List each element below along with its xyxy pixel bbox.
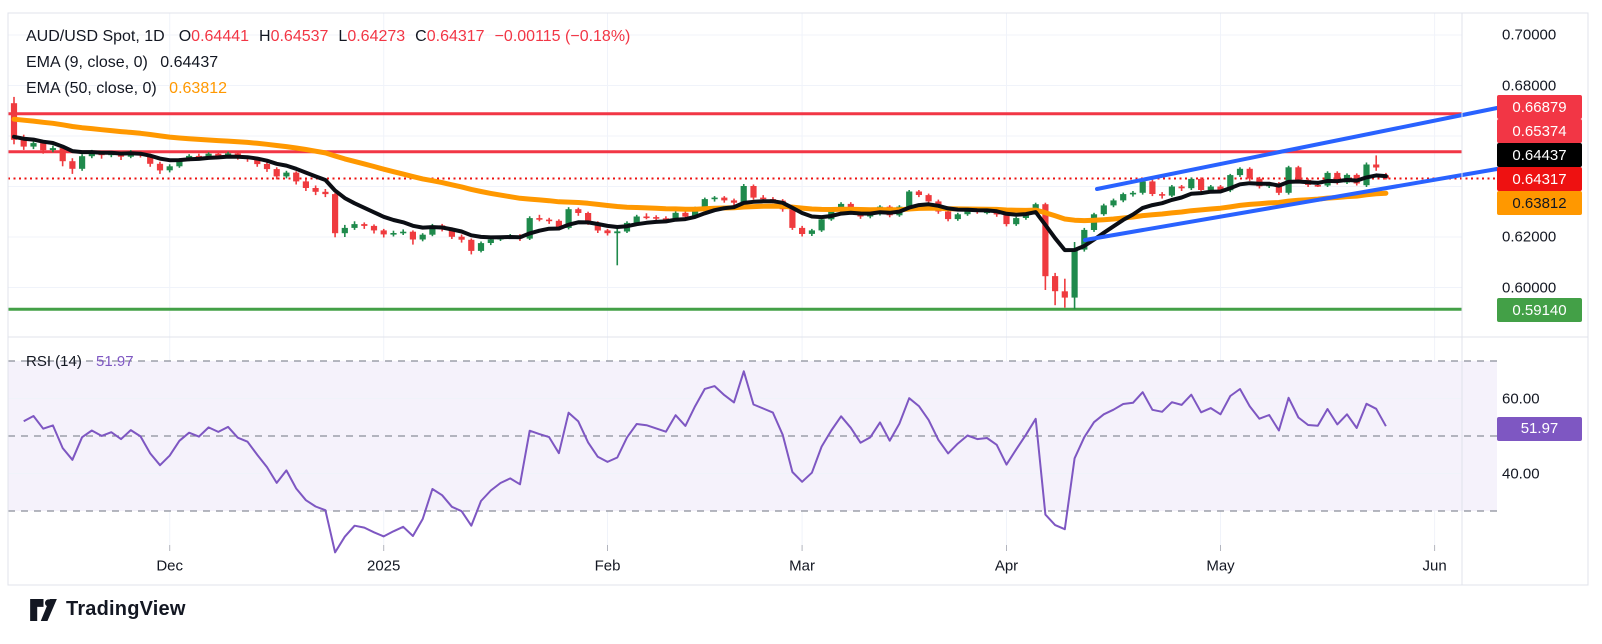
date-label-4: Apr <box>994 557 1019 575</box>
price-badge-1: 0.65374 <box>1497 119 1582 143</box>
ema9-label: EMA (9, close, 0) <box>26 54 148 71</box>
change-value: −0.00115 (−0.18%) <box>494 28 631 45</box>
rsi-tick-0: 60.00 <box>1502 390 1540 407</box>
low-label: L <box>338 28 348 45</box>
price-badge-4: 0.63812 <box>1497 191 1582 215</box>
price-tick-0: 0.70000 <box>1502 26 1557 44</box>
rsi-legend[interactable]: RSI (14) 51.97 <box>26 353 134 370</box>
ema9-legend[interactable]: EMA (9, close, 0) 0.64437 <box>26 54 218 72</box>
date-label-1: 2025 <box>367 557 401 575</box>
symbol-title: AUD/USD Spot, 1D <box>26 28 165 45</box>
close-label: C <box>415 28 427 45</box>
open-label: O <box>178 28 192 45</box>
open-value: 0.64441 <box>191 28 250 45</box>
price-badge-5: 0.59140 <box>1497 298 1582 322</box>
ema50-legend[interactable]: EMA (50, close, 0) 0.63812 <box>26 80 227 98</box>
price-badge-2: 0.64437 <box>1497 143 1582 167</box>
symbol-legend[interactable]: AUD/USD Spot, 1D O0.64441 H0.64537 L0.64273… <box>26 28 630 46</box>
price-tick-2: 0.62000 <box>1502 228 1557 246</box>
rsi-label: RSI (14) <box>26 353 82 370</box>
rsi-value: 51.97 <box>96 353 134 370</box>
date-label-5: May <box>1206 557 1235 575</box>
date-label-3: Mar <box>789 557 816 575</box>
price-badge-0: 0.66879 <box>1497 95 1582 119</box>
tradingview-logo-icon <box>30 598 57 621</box>
high-label: H <box>259 28 271 45</box>
ema9-value: 0.64437 <box>160 54 219 71</box>
date-label-2: Feb <box>594 557 621 575</box>
rsi-badge: 51.97 <box>1497 416 1582 441</box>
high-value: 0.64537 <box>270 28 329 45</box>
date-label-6: Jun <box>1422 557 1447 575</box>
low-value: 0.64273 <box>347 28 406 45</box>
tradingview-logo[interactable]: TradingView <box>30 598 186 621</box>
close-value: 0.64317 <box>426 28 485 45</box>
price-badge-3: 0.64317 <box>1497 167 1582 191</box>
date-label-0: Dec <box>156 557 184 575</box>
price-tick-1: 0.68000 <box>1502 77 1557 94</box>
tradingview-wordmark: TradingView <box>66 598 186 620</box>
price-tick-3: 0.60000 <box>1502 279 1557 296</box>
ema50-label: EMA (50, close, 0) <box>26 80 157 97</box>
rsi-tick-1: 40.00 <box>1502 465 1540 482</box>
ema50-value: 0.63812 <box>169 80 228 97</box>
